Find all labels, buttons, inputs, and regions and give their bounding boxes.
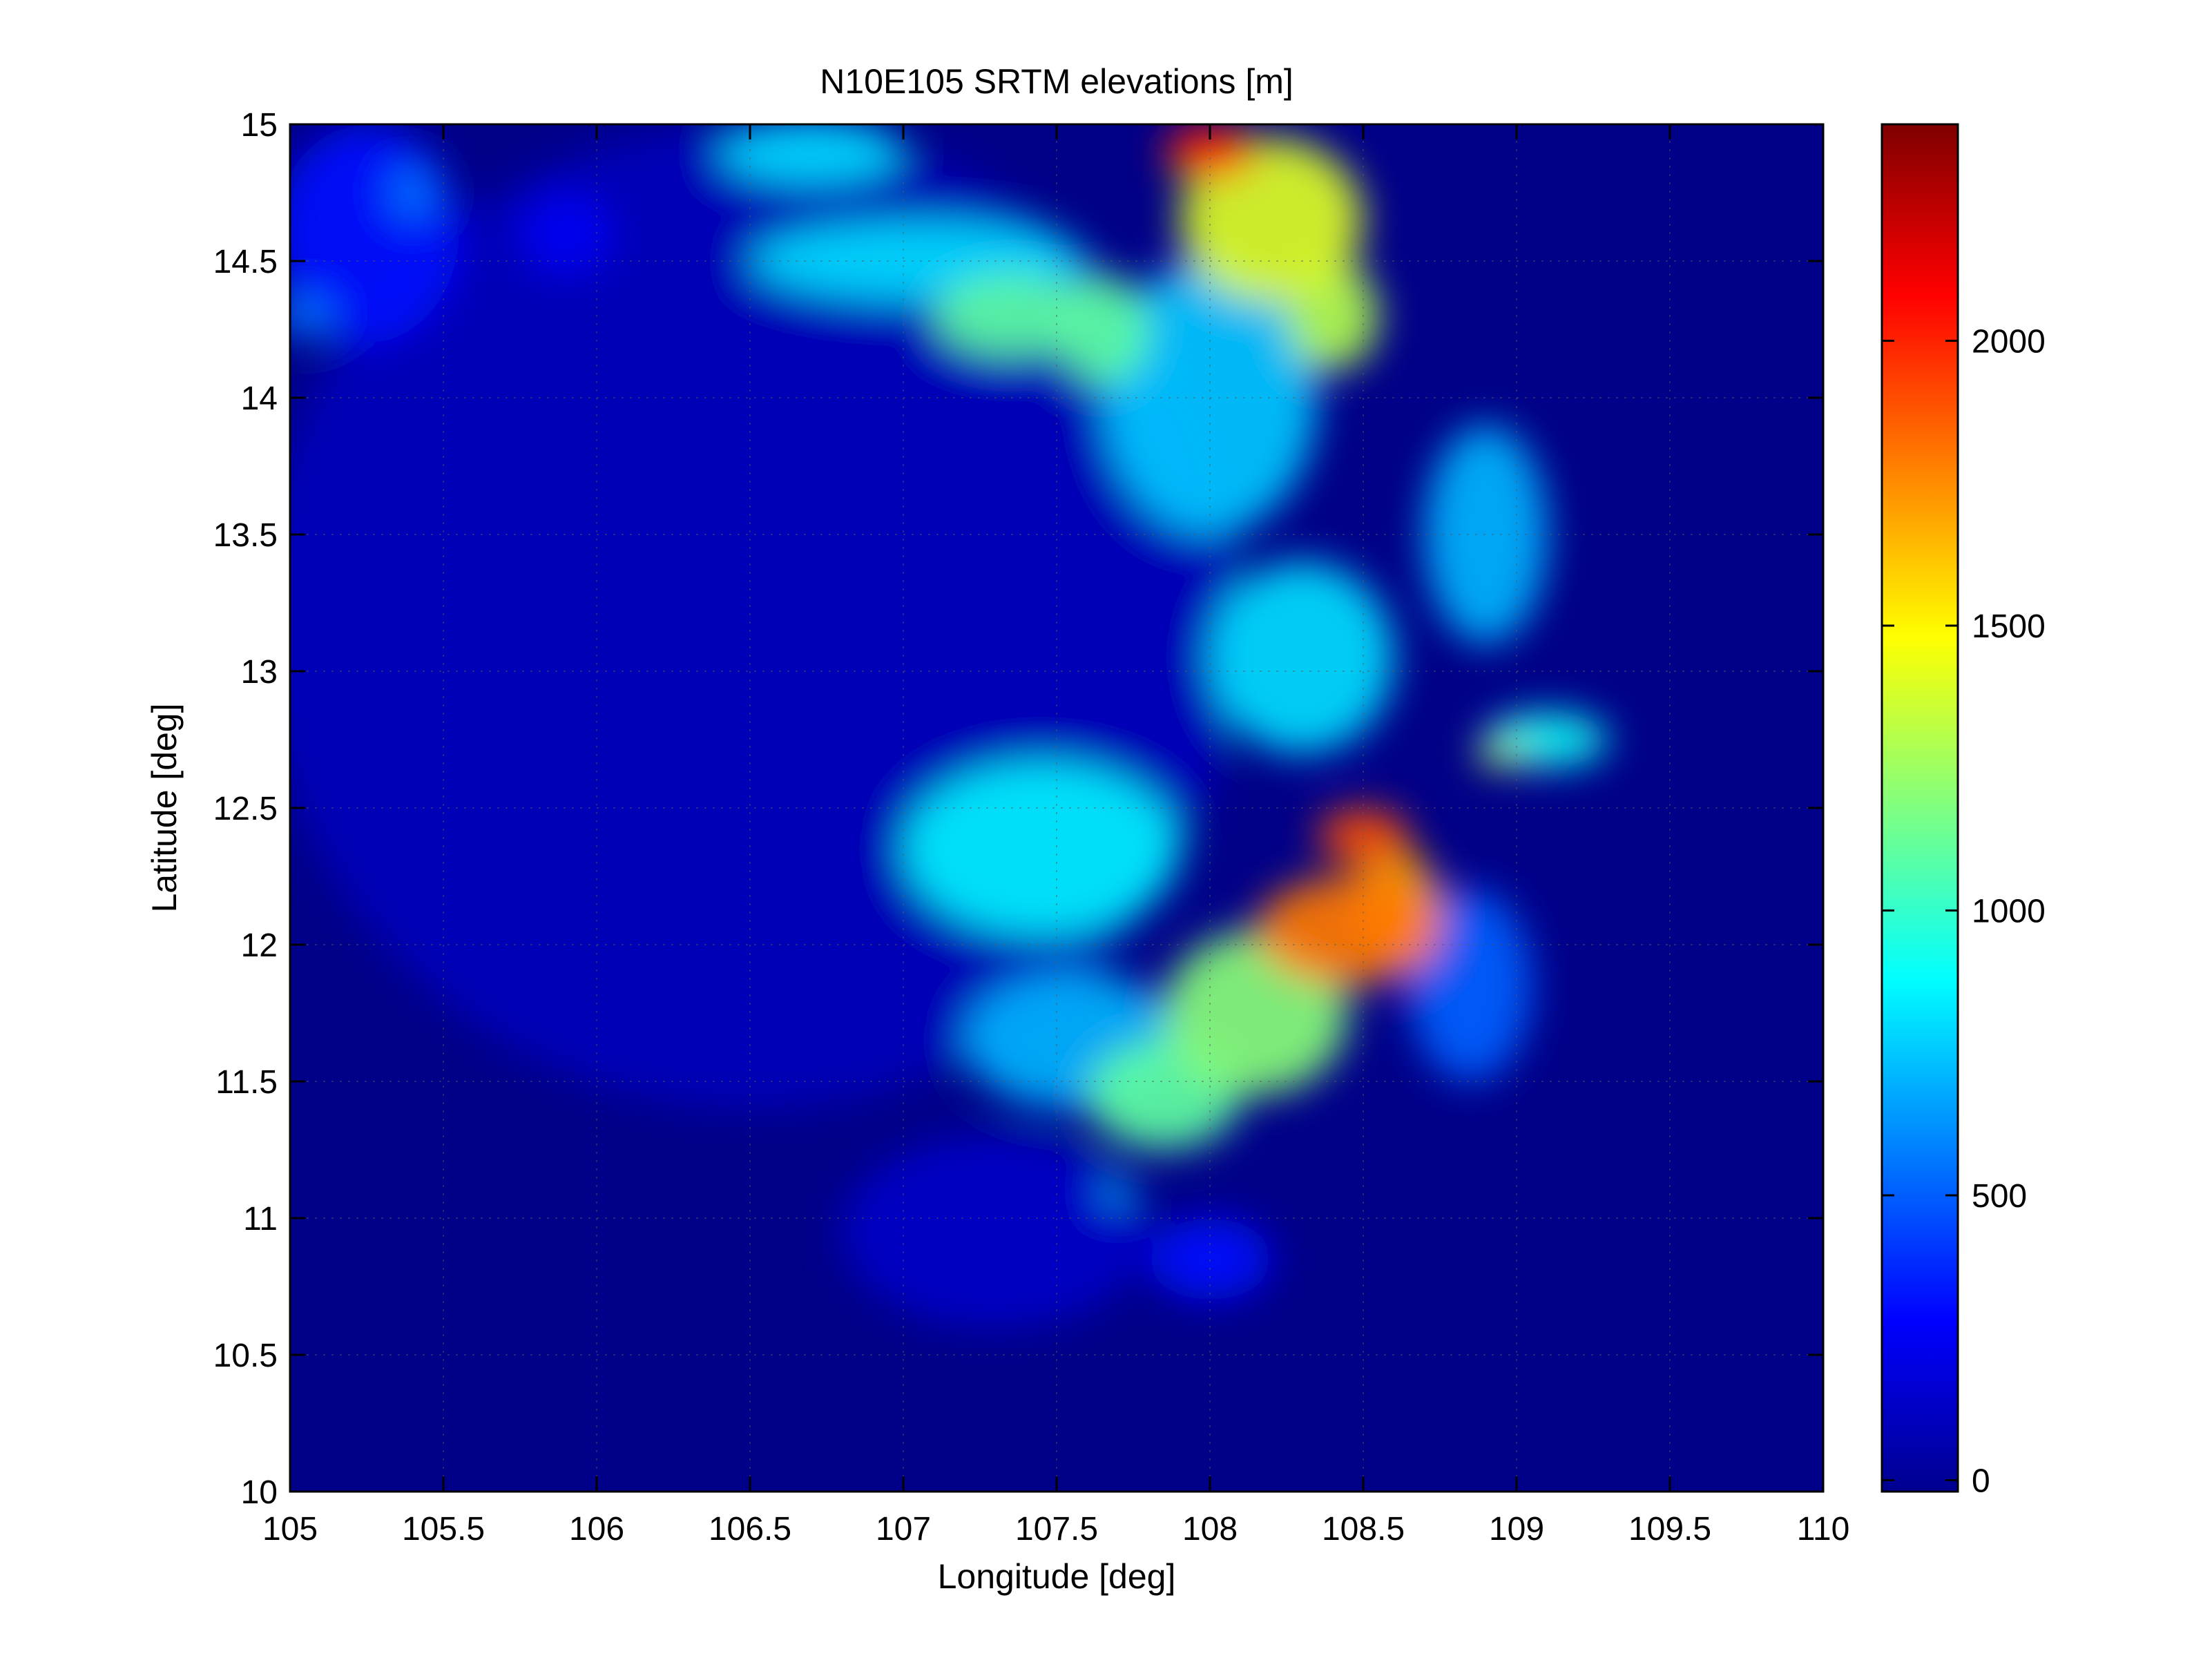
grid-lines <box>290 124 1823 1492</box>
x-tick-label: 109 <box>1489 1511 1544 1548</box>
elevation-layer <box>290 124 1609 1328</box>
colorbar-tick-label: 1500 <box>1972 608 2046 645</box>
colorbar-tick-label: 500 <box>1972 1178 2027 1215</box>
y-axis-title: Latitude [deg] <box>145 703 184 912</box>
elevation-patch <box>719 124 903 185</box>
elevation-patch <box>388 165 438 220</box>
plot-title: N10E105 SRTM elevations [m] <box>820 62 1293 101</box>
elevation-patch <box>1256 876 1440 986</box>
elevation-patch <box>1057 274 1149 385</box>
colorbar-tick-label: 0 <box>1972 1463 1990 1500</box>
y-tick-label: 13.5 <box>213 517 278 554</box>
x-tick-label: 106.5 <box>709 1511 791 1548</box>
elevation-patch <box>1477 740 1526 767</box>
colorbar-frame <box>1881 123 1959 1493</box>
y-tick-label: 15 <box>241 107 278 144</box>
x-tick-label: 107.5 <box>1015 1511 1098 1548</box>
x-tick-label: 108.5 <box>1322 1511 1405 1548</box>
x-axis-title: Longitude [deg] <box>938 1557 1176 1596</box>
x-tick-label: 106 <box>569 1511 624 1548</box>
y-tick-label: 11.5 <box>215 1064 278 1101</box>
elevation-patch <box>290 293 336 338</box>
elevation-patch <box>1148 1218 1271 1300</box>
y-tick-label: 10 <box>241 1474 278 1511</box>
y-tick-label: 13 <box>241 654 278 691</box>
elevation-patch <box>1317 808 1410 863</box>
y-axis: 10 10.5 11 11.5 12 12.5 13 13.5 14 14.5 15 <box>213 107 1823 1511</box>
x-tick-label: 110 <box>1797 1511 1850 1548</box>
colorbar: 0 500 1000 1500 2000 <box>1881 123 2046 1500</box>
y-tick-label: 12 <box>241 927 278 964</box>
x-tick-label: 107 <box>876 1511 931 1548</box>
x-tick-label: 108 <box>1182 1511 1238 1548</box>
y-tick-label: 10.5 <box>213 1338 278 1374</box>
elevation-patch <box>520 193 613 275</box>
colorbar-gradient <box>1882 124 1958 1492</box>
x-axis: 105 105.5 106 106.5 107 107.5 108 108.5 109 109.5… <box>262 124 1849 1548</box>
y-tick-label: 14 <box>241 380 278 417</box>
plot-area <box>289 123 1825 1493</box>
colorbar-tick-label: 2000 <box>1972 324 2046 360</box>
x-tick-label: 105 <box>262 1511 318 1548</box>
elevation-patch <box>1210 561 1394 753</box>
elevation-patch <box>1179 137 1364 302</box>
x-tick-label: 105.5 <box>402 1511 485 1548</box>
elevation-patch <box>842 1136 1149 1328</box>
y-tick-label: 11 <box>243 1201 278 1237</box>
elevation-patch <box>1102 1177 1134 1205</box>
elevation-patch <box>1409 889 1532 1081</box>
y-tick-label: 14.5 <box>213 244 278 280</box>
colorbar-tick-label: 1000 <box>1972 894 2046 930</box>
elevation-patch <box>934 274 1088 357</box>
x-tick-label: 109.5 <box>1628 1511 1711 1548</box>
elevation-patch <box>1164 124 1256 180</box>
y-tick-label: 12.5 <box>213 791 278 827</box>
colorbar-ticks: 0 500 1000 1500 2000 <box>1882 324 2046 1500</box>
elevation-patch <box>903 761 1180 937</box>
